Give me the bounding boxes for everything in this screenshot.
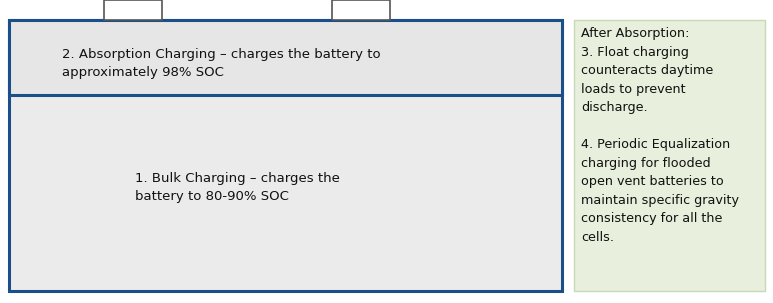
FancyBboxPatch shape <box>9 20 562 291</box>
Text: After Absorption:
3. Float charging
counteracts daytime
loads to prevent
dischar: After Absorption: 3. Float charging coun… <box>581 27 739 244</box>
FancyBboxPatch shape <box>104 0 162 20</box>
Text: 2. Absorption Charging – charges the battery to
approximately 98% SOC: 2. Absorption Charging – charges the bat… <box>62 48 380 79</box>
Text: 1. Bulk Charging – charges the
battery to 80-90% SOC: 1. Bulk Charging – charges the battery t… <box>135 172 340 203</box>
FancyBboxPatch shape <box>574 20 765 291</box>
FancyBboxPatch shape <box>332 0 390 20</box>
FancyBboxPatch shape <box>9 20 562 95</box>
